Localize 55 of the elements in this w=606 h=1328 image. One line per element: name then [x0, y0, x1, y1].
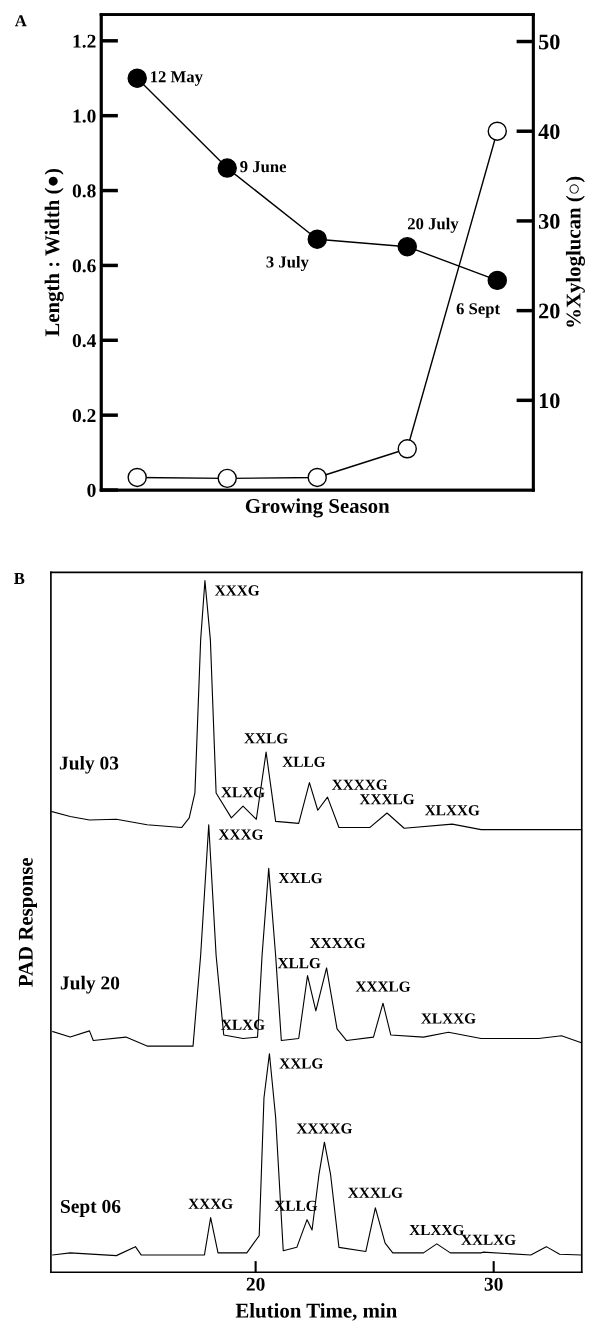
point	[487, 270, 507, 291]
y-tick-label: 0.4	[72, 334, 96, 348]
series-label: Sept 06	[60, 1199, 121, 1217]
annotation: XXLXG	[461, 1234, 516, 1245]
annotation: XXXLG	[355, 981, 411, 992]
point	[127, 467, 147, 488]
annotation: XXXXG	[331, 779, 388, 790]
y-tick-label: 0.8	[72, 184, 96, 198]
data-label: 6 Sept	[456, 303, 500, 318]
annotation: XLLG	[282, 756, 326, 767]
annotation: XLXXG	[409, 1224, 464, 1236]
data-label: 3 July	[266, 255, 309, 272]
y2-tick-label: 50	[539, 34, 560, 50]
y-tick-label: 0.6	[72, 259, 96, 273]
data-label: 9 June	[240, 161, 287, 173]
series-label: July 20	[60, 975, 120, 994]
y-tick-label: 1.0	[73, 109, 96, 123]
point	[397, 439, 417, 459]
y2-tick-label: 10	[539, 393, 560, 409]
chart-title: A	[14, 15, 27, 27]
annotation: XLXXG	[421, 1013, 476, 1024]
chart-title: B	[14, 573, 25, 584]
point	[217, 468, 237, 489]
annotation: XXXXG	[309, 937, 366, 949]
point	[487, 121, 507, 141]
annotation: XXLG	[279, 1058, 323, 1069]
annotation: XXXLG	[359, 794, 415, 805]
data-label: 12 May	[151, 71, 203, 86]
y-axis-title: Length : Width (●)	[44, 168, 64, 337]
y2-axis-title: %Xyloglucan (○)	[565, 176, 585, 327]
x-axis-title: Elution Time, min	[235, 1303, 397, 1321]
series-label: July 03	[59, 755, 119, 774]
y2-tick-label: 40	[538, 124, 560, 140]
annotation: XXLG	[278, 873, 323, 884]
annotation: XXLG	[244, 733, 288, 744]
y-tick-label: 0.2	[72, 408, 96, 423]
annotation: XLXXG	[424, 805, 480, 816]
point	[127, 68, 147, 88]
data-label: 20 July	[407, 217, 459, 233]
annotation: XXXLG	[348, 1187, 403, 1198]
annotation: XXXXG	[296, 1123, 353, 1134]
y2-tick-label: 30	[538, 213, 560, 229]
point	[307, 229, 327, 249]
y-axis-title: PAD Response	[18, 857, 38, 987]
annotation: XLLG	[277, 958, 321, 969]
y2-tick-label: 20	[539, 303, 560, 319]
annotation: XXXG	[188, 1198, 233, 1209]
annotation: XXXG	[218, 829, 264, 840]
point	[397, 236, 417, 257]
y-tick-label: 0	[87, 483, 96, 497]
annotation: XXXG	[214, 585, 260, 596]
point	[217, 158, 237, 178]
point	[307, 467, 327, 488]
y-tick-label: 1.2	[73, 34, 96, 48]
x-axis-title: Growing Season	[245, 498, 390, 518]
